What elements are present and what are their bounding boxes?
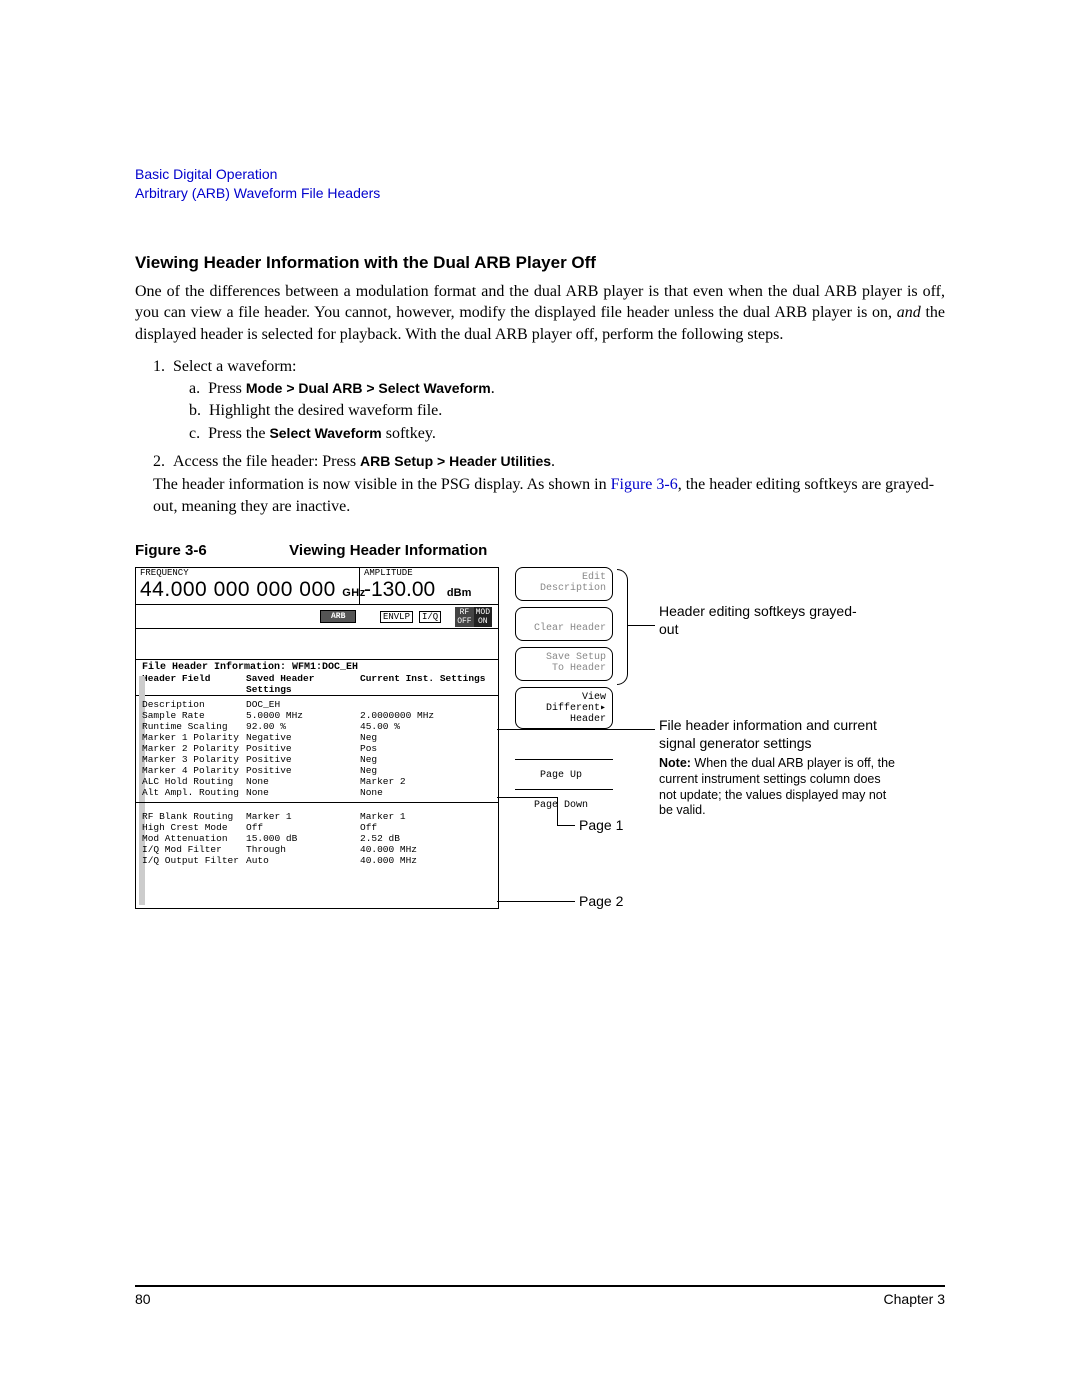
col-saved: Saved Header Settings	[246, 673, 360, 695]
softkey-save-setup[interactable]: Save SetupTo Header	[515, 647, 613, 681]
step1-sublist: a. Press Mode > Dual ARB > Select Wavefo…	[153, 378, 945, 445]
iq-indicator: I/Q	[419, 611, 441, 623]
freq-value: 44.000 000 000 000 GHz	[140, 578, 355, 602]
step2-cmd: ARB Setup > Header Utilities	[360, 453, 551, 469]
softkey-column: EditDescription Clear Header Save SetupT…	[515, 567, 613, 819]
intro-paragraph: One of the differences between a modulat…	[135, 281, 945, 346]
table-row: DescriptionDOC_EH	[142, 699, 492, 710]
softkey-page-up[interactable]: Page Up	[515, 759, 613, 789]
screen-top-row: FREQUENCY 44.000 000 000 000 GHz AMPLITU…	[136, 568, 498, 605]
figure-link[interactable]: Figure 3-6	[611, 476, 678, 493]
col-current: Current Inst. Settings	[360, 673, 492, 695]
softkey-view-different-header[interactable]: ViewDifferent▸Header	[515, 687, 613, 729]
table-row: Runtime Scaling92.00 %45.00 %	[142, 721, 492, 732]
screen-status-row: ARB ENVLP I/Q RFOFF MODON	[136, 605, 498, 629]
table-row: I/Q Mod FilterThrough40.000 MHz	[142, 844, 492, 855]
steps-list: 1. Select a waveform: a. Press Mode > Du…	[135, 356, 945, 519]
envlp-indicator: ENVLP	[380, 611, 413, 623]
step-1: 1. Select a waveform: a. Press Mode > Du…	[153, 356, 945, 446]
figure-3-6: FREQUENCY 44.000 000 000 000 GHz AMPLITU…	[135, 567, 945, 927]
table-row: Marker 4 PolarityPositiveNeg	[142, 765, 492, 776]
frequency-box: FREQUENCY 44.000 000 000 000 GHz	[136, 568, 360, 604]
figure-caption: Figure 3-6 Viewing Header Information	[135, 542, 945, 559]
step1-text: Select a waveform:	[173, 358, 297, 375]
anno-page2: Page 2	[579, 893, 623, 911]
line-anno1	[627, 625, 655, 626]
table-row: Marker 1 PolarityNegativeNeg	[142, 732, 492, 743]
softkey-edit-description[interactable]: EditDescription	[515, 567, 613, 601]
step1b: b. Highlight the desired waveform file.	[189, 400, 945, 422]
p1a: One of the differences between a modulat…	[135, 283, 945, 322]
screen-spacer	[136, 629, 498, 660]
table-row: High Crest ModeOffOff	[142, 822, 492, 833]
step1c: c. Press the Select Waveform softkey.	[189, 423, 945, 445]
step-2: 2. Access the file header: Press ARB Set…	[153, 451, 945, 518]
anno-header-info: File header information and current sign…	[659, 717, 899, 819]
freq-label: FREQUENCY	[140, 568, 355, 578]
page-number: 80	[135, 1291, 151, 1307]
brace-softkeys	[617, 569, 628, 685]
header-line1: Basic Digital Operation	[135, 165, 945, 184]
table-row: Sample Rate5.0000 MHz2.0000000 MHz	[142, 710, 492, 721]
table-row: I/Q Output FilterAuto40.000 MHz	[142, 855, 492, 866]
figure-title: Viewing Header Information	[289, 542, 487, 559]
table-row: Marker 3 PolarityPositiveNeg	[142, 754, 492, 765]
table-page1: DescriptionDOC_EHSample Rate5.0000 MHz2.…	[136, 696, 498, 798]
table-row: Alt Ampl. RoutingNoneNone	[142, 787, 492, 798]
page-header: Basic Digital Operation Arbitrary (ARB) …	[135, 165, 945, 203]
line-page1-h2	[557, 825, 575, 826]
softkey-page-down[interactable]: Page Down	[515, 789, 613, 819]
arb-indicator: ARB	[320, 610, 356, 623]
amp-label: AMPLITUDE	[364, 568, 494, 578]
line-page2	[497, 901, 575, 902]
step1a: a. Press Mode > Dual ARB > Select Wavefo…	[189, 378, 945, 400]
mod-cell: MODON	[474, 607, 492, 627]
table-row: Mod Attenuation15.000 dB2.52 dB	[142, 833, 492, 844]
anno-page1: Page 1	[579, 817, 623, 835]
page-footer: 80 Chapter 3	[135, 1285, 945, 1307]
amplitude-box: AMPLITUDE -130.00 dBm	[360, 568, 498, 604]
step2-desc: The header information is now visible in…	[153, 474, 945, 519]
rf-mod-indicators: RFOFF MODON	[455, 607, 492, 627]
step1c-cmd: Select Waveform	[269, 425, 381, 441]
line-anno2	[497, 729, 655, 730]
table-columns: Header Field Saved Header Settings Curre…	[136, 673, 498, 696]
table-row: RF Blank RoutingMarker 1Marker 1	[142, 811, 492, 822]
table-separator	[136, 802, 498, 803]
p1-em: and	[897, 304, 921, 321]
rf-cell: RFOFF	[455, 607, 473, 627]
table-page2: RF Blank RoutingMarker 1Marker 1High Cre…	[136, 807, 498, 866]
instrument-screen: FREQUENCY 44.000 000 000 000 GHz AMPLITU…	[135, 567, 499, 909]
line-page1-v	[557, 797, 558, 825]
anno-grayed-out: Header editing softkeys grayed-out	[659, 603, 859, 638]
table-row: ALC Hold RoutingNoneMarker 2	[142, 776, 492, 787]
softkey-clear-header[interactable]: Clear Header	[515, 607, 613, 641]
header-line2: Arbitrary (ARB) Waveform File Headers	[135, 184, 945, 203]
amp-value: -130.00 dBm	[364, 578, 494, 602]
col-header-field: Header Field	[142, 673, 246, 695]
table-row: Marker 2 PolarityPositivePos	[142, 743, 492, 754]
line-page1-h	[497, 797, 557, 798]
step1a-cmd: Mode > Dual ARB > Select Waveform	[246, 380, 491, 396]
figure-number: Figure 3-6	[135, 542, 285, 559]
section-title: Viewing Header Information with the Dual…	[135, 253, 945, 273]
file-header-title: File Header Information: WFM1:DOC_EH	[136, 660, 498, 673]
chapter-label: Chapter 3	[884, 1291, 945, 1307]
